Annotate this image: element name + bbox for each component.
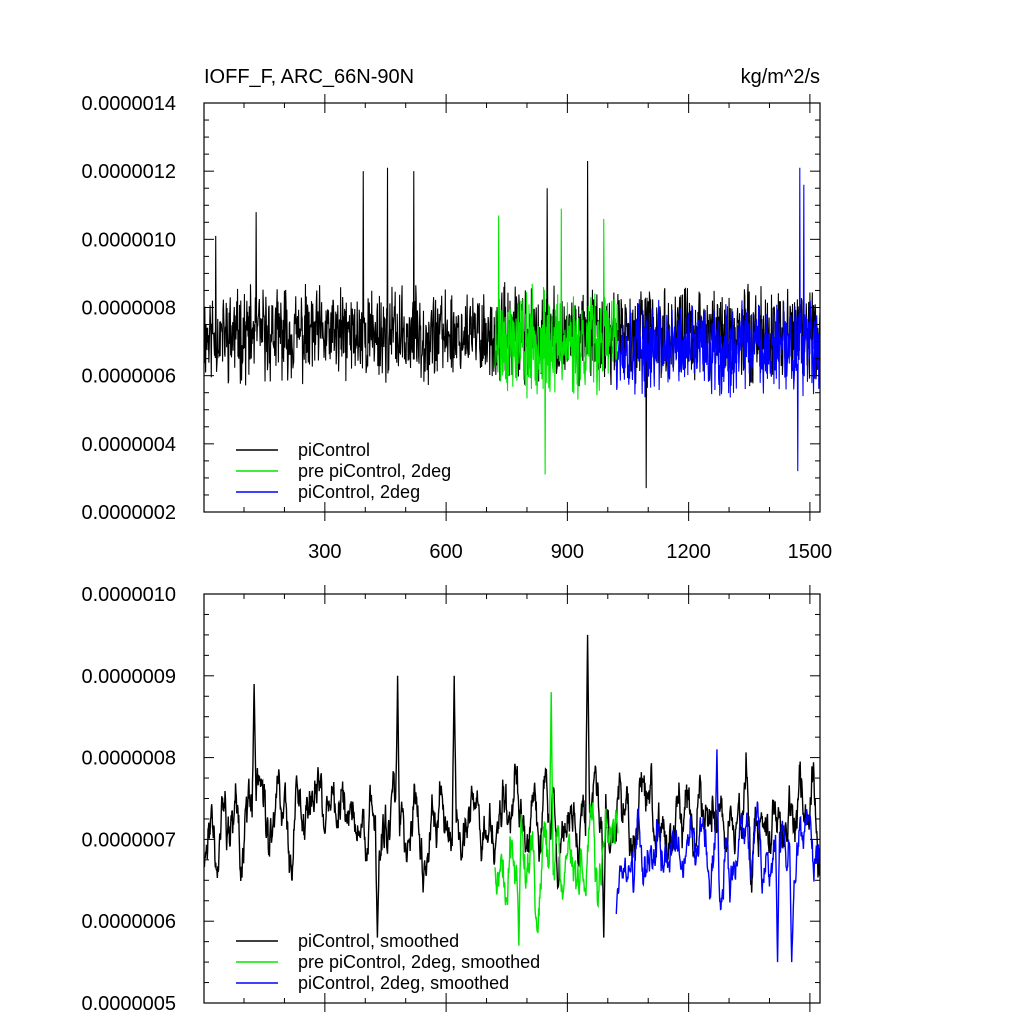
legend-label: piControl, smoothed <box>298 931 459 951</box>
legend-label: pre piControl, 2deg <box>298 461 451 481</box>
x-tick-label: 300 <box>308 541 341 563</box>
y-tick-label: 0.0000006 <box>81 911 176 933</box>
y-tick-label: 0.0000009 <box>81 666 176 688</box>
y-tick-label: 0.0000010 <box>81 584 176 606</box>
plot-frame <box>203 593 821 1004</box>
legend-label: piControl, 2deg <box>298 482 420 502</box>
series-line-2 <box>494 208 619 475</box>
y-tick-label: 0.0000014 <box>81 93 176 115</box>
y-tick-label: 0.0000008 <box>81 298 176 320</box>
x-tick-label: 1200 <box>666 541 711 563</box>
x-tick-label: 600 <box>429 541 462 563</box>
chart-panel-2: 0.0000005 0.0000006 0.0000007 0.0000008 0.00… <box>81 584 821 1015</box>
series-line-3 <box>615 749 820 963</box>
y-tick-label: 0.0000004 <box>81 434 176 456</box>
chart-title: IOFF_F, ARC_66N-90N <box>204 66 414 88</box>
series-line-1 <box>204 634 820 938</box>
legend-label: pre piControl, 2deg, smoothed <box>298 952 540 972</box>
chart-panel-1: 300 600 900 1200 1500 0.0000002 0.0000004 0.000… <box>81 66 832 563</box>
series-line-1 <box>204 160 820 489</box>
x-tick-label: 900 <box>551 541 584 563</box>
series-line-3 <box>615 167 820 472</box>
units-label: kg/m^2/s <box>741 66 820 88</box>
y-tick-label: 0.0000002 <box>81 502 176 524</box>
y-tick-label: 0.0000007 <box>81 829 176 851</box>
legend-label: piControl, 2deg, smoothed <box>298 973 509 993</box>
x-tick-label: 1500 <box>788 541 833 563</box>
y-tick-label: 0.0000012 <box>81 161 176 183</box>
y-tick-label: 0.0000010 <box>81 229 176 251</box>
y-tick-label: 0.0000008 <box>81 748 176 770</box>
y-tick-label: 0.0000005 <box>81 993 176 1015</box>
series-line-2 <box>494 692 619 946</box>
y-tick-label: 0.0000006 <box>81 366 176 388</box>
legend-label: piControl <box>298 440 370 460</box>
